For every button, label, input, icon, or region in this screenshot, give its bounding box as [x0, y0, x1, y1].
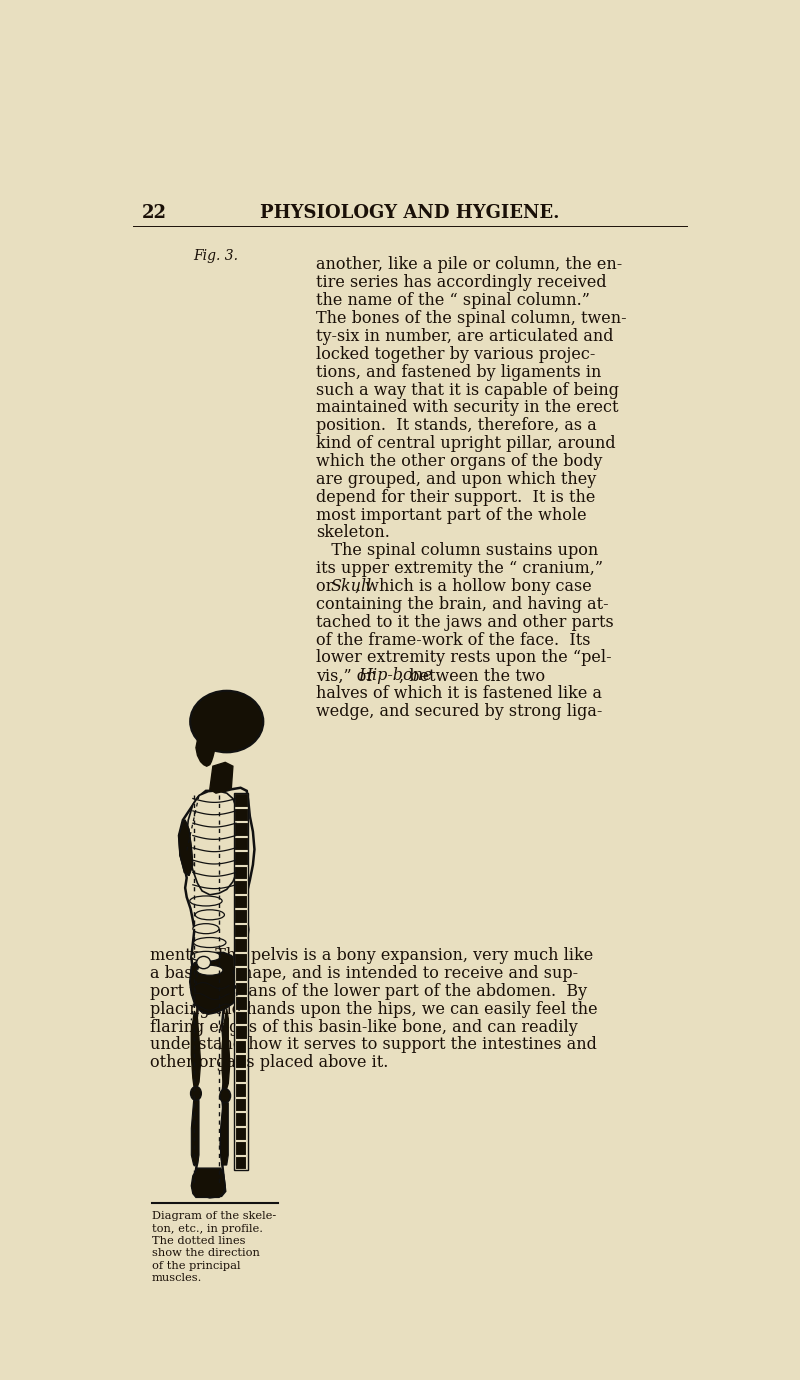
PathPatch shape	[179, 788, 254, 1198]
Polygon shape	[210, 762, 233, 794]
Text: , between the two: , between the two	[398, 668, 545, 684]
Text: containing the brain, and having at-: containing the brain, and having at-	[316, 596, 609, 613]
Text: 22: 22	[142, 204, 167, 222]
Text: The dotted lines: The dotted lines	[152, 1236, 246, 1246]
Ellipse shape	[190, 896, 222, 905]
Text: which the other organs of the body: which the other organs of the body	[316, 453, 602, 471]
Text: Fig. 3.: Fig. 3.	[194, 248, 238, 262]
Ellipse shape	[190, 1086, 202, 1100]
Polygon shape	[191, 1167, 226, 1198]
Polygon shape	[221, 1103, 228, 1165]
Bar	[234, 909, 246, 923]
Text: another, like a pile or column, the en-: another, like a pile or column, the en-	[316, 257, 622, 273]
Text: are grouped, and upon which they: are grouped, and upon which they	[316, 471, 596, 487]
Bar	[234, 894, 246, 908]
Bar	[235, 967, 246, 981]
Bar	[235, 1070, 246, 1082]
Text: other organs placed above it.: other organs placed above it.	[150, 1054, 388, 1071]
Text: Hip-bone: Hip-bone	[358, 668, 433, 684]
Bar	[235, 1112, 246, 1126]
Ellipse shape	[195, 909, 225, 920]
Bar	[234, 822, 247, 835]
Text: ty-six in number, are articulated and: ty-six in number, are articulated and	[316, 328, 614, 345]
Bar	[235, 1010, 246, 1024]
Text: depend for their support.  It is the: depend for their support. It is the	[316, 489, 595, 505]
Ellipse shape	[197, 965, 223, 976]
Text: show the direction: show the direction	[152, 1249, 260, 1259]
Text: vis,” or: vis,” or	[316, 668, 379, 684]
Bar	[234, 807, 247, 821]
Bar	[235, 1041, 246, 1053]
Text: maintained with security in the erect: maintained with security in the erect	[316, 399, 618, 417]
Ellipse shape	[190, 691, 263, 752]
Bar	[235, 1054, 246, 1068]
Bar	[235, 1156, 246, 1169]
Text: or: or	[316, 578, 338, 595]
Bar	[235, 1141, 246, 1155]
Bar	[235, 1098, 246, 1111]
Bar	[234, 938, 246, 952]
Polygon shape	[196, 734, 214, 766]
Bar	[235, 981, 246, 995]
Text: kind of central upright pillar, around: kind of central upright pillar, around	[316, 435, 616, 453]
Ellipse shape	[191, 951, 221, 962]
Text: its upper extremity the “ cranium,”: its upper extremity the “ cranium,”	[316, 560, 603, 577]
Text: Diagram of the skele-: Diagram of the skele-	[152, 1212, 276, 1221]
Text: lower extremity rests upon the “pel-: lower extremity rests upon the “pel-	[316, 650, 612, 667]
Text: port the organs of the lower part of the abdomen.  By: port the organs of the lower part of the…	[150, 983, 587, 1000]
Text: tached to it the jaws and other parts: tached to it the jaws and other parts	[316, 614, 614, 631]
Bar	[234, 793, 247, 1170]
Bar	[234, 836, 247, 850]
Text: The bones of the spinal column, twen-: The bones of the spinal column, twen-	[316, 310, 626, 327]
Text: understand how it serves to support the intestines and: understand how it serves to support the …	[150, 1036, 597, 1053]
Text: of the frame-work of the face.  Its: of the frame-work of the face. Its	[316, 632, 590, 649]
Text: most important part of the whole: most important part of the whole	[316, 506, 586, 523]
Text: of the principal: of the principal	[152, 1260, 241, 1271]
PathPatch shape	[186, 791, 242, 894]
Text: Skull: Skull	[330, 578, 371, 595]
Text: the name of the “ spinal column.”: the name of the “ spinal column.”	[316, 293, 590, 309]
PathPatch shape	[190, 952, 242, 1014]
Text: tions, and fastened by ligaments in: tions, and fastened by ligaments in	[316, 364, 602, 381]
Bar	[234, 851, 247, 864]
Polygon shape	[191, 1012, 201, 1092]
Polygon shape	[179, 820, 193, 875]
Bar	[235, 1025, 246, 1039]
Text: ton, etc., in profile.: ton, etc., in profile.	[152, 1224, 263, 1234]
Text: halves of which it is fastened like a: halves of which it is fastened like a	[316, 686, 602, 702]
Bar	[235, 996, 246, 1010]
Text: flaring edges of this basin-like bone, and can readily: flaring edges of this basin-like bone, a…	[150, 1018, 578, 1035]
Bar	[234, 865, 246, 879]
Text: The spinal column sustains upon: The spinal column sustains upon	[316, 542, 598, 559]
Bar	[234, 952, 246, 966]
Text: locked together by various projec-: locked together by various projec-	[316, 346, 595, 363]
Text: PHYSIOLOGY AND HYGIENE.: PHYSIOLOGY AND HYGIENE.	[260, 204, 560, 222]
Bar	[234, 880, 246, 894]
Text: ments.  The pelvis is a bony expansion, very much like: ments. The pelvis is a bony expansion, v…	[150, 947, 593, 965]
Polygon shape	[222, 1009, 230, 1093]
Text: skeleton.: skeleton.	[316, 524, 390, 541]
Ellipse shape	[220, 1089, 230, 1103]
Bar	[234, 923, 246, 937]
Polygon shape	[191, 1100, 199, 1165]
Bar	[235, 1083, 246, 1097]
Text: a basin in shape, and is intended to receive and sup-: a basin in shape, and is intended to rec…	[150, 965, 578, 983]
Text: tire series has accordingly received: tire series has accordingly received	[316, 275, 606, 291]
Text: wedge, and secured by strong liga-: wedge, and secured by strong liga-	[316, 702, 602, 720]
Text: placing the hands upon the hips, we can easily feel the: placing the hands upon the hips, we can …	[150, 1000, 598, 1017]
Bar	[235, 1127, 246, 1140]
Text: such a way that it is capable of being: such a way that it is capable of being	[316, 381, 619, 399]
Ellipse shape	[197, 956, 210, 969]
Text: position.  It stands, therefore, as a: position. It stands, therefore, as a	[316, 417, 597, 435]
Bar	[234, 793, 247, 806]
Text: , which is a hollow bony case: , which is a hollow bony case	[355, 578, 592, 595]
Ellipse shape	[194, 937, 226, 948]
Text: muscles.: muscles.	[152, 1272, 202, 1283]
Ellipse shape	[193, 923, 219, 934]
